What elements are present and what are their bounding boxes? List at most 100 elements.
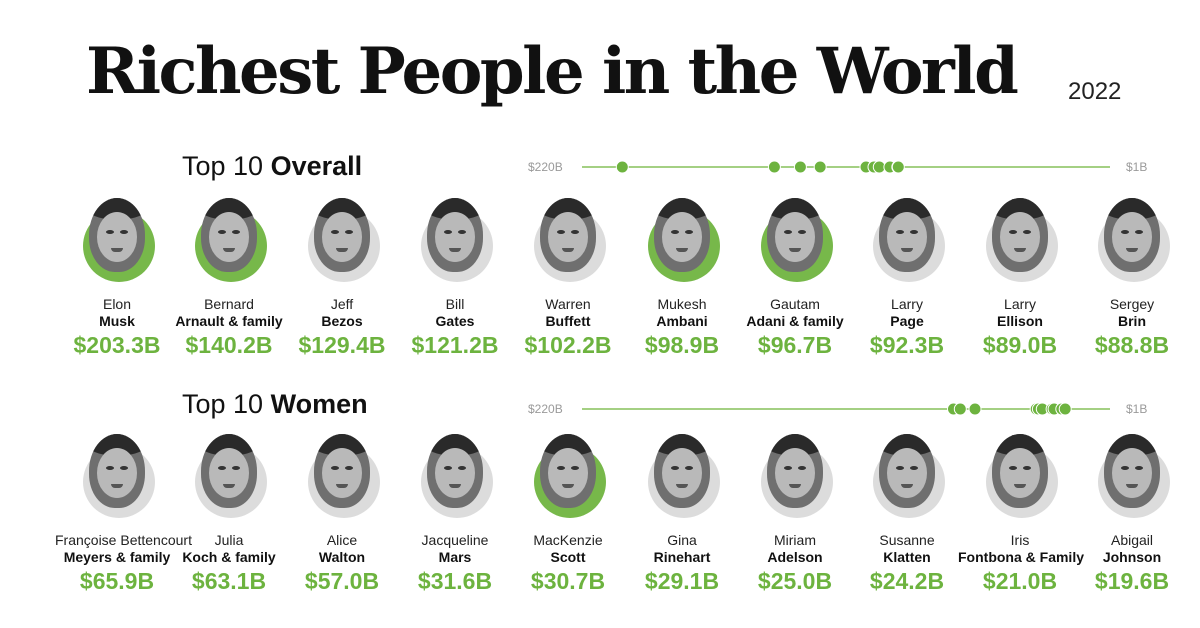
portrait (867, 434, 947, 526)
portrait (980, 198, 1060, 290)
person-photo (201, 198, 257, 272)
scale-dot (813, 160, 827, 174)
person-photo (89, 434, 145, 508)
portrait (528, 198, 608, 290)
net-worth-label: $24.2B (869, 568, 945, 594)
scale-max-label: $220B (528, 160, 563, 174)
last-name: Bezos (321, 313, 363, 329)
person-photo (314, 434, 370, 508)
portrait (302, 434, 382, 526)
person-photo (201, 434, 257, 508)
portrait (415, 198, 495, 290)
portrait (189, 434, 269, 526)
last-name: Buffett (545, 313, 591, 329)
person-photo (767, 434, 823, 508)
first-name: Larry (891, 296, 923, 312)
net-worth-label: $57.0B (304, 568, 380, 594)
portrait (77, 198, 157, 290)
person-card: Larry Ellison $89.0B (958, 192, 1082, 392)
last-name: Adani & family (746, 313, 844, 329)
header: Richest People in the World 2022 (0, 30, 1200, 120)
scale-min-label: $1B (1126, 402, 1147, 416)
net-worth-label: $140.2B (185, 332, 273, 358)
first-name: MacKenzie (533, 532, 603, 548)
scale-dot (767, 160, 781, 174)
net-worth-label: $21.0B (982, 568, 1058, 594)
net-worth-label: $129.4B (298, 332, 386, 358)
last-name: Mars (438, 549, 472, 565)
person-card: Françoise Bettencourt Meyers & family $65.… (55, 428, 192, 628)
person-card: Alice Walton $57.0B (280, 428, 404, 628)
net-worth-label: $89.0B (982, 332, 1058, 358)
last-name: Fontbona & Family (958, 549, 1084, 565)
portrait (755, 198, 835, 290)
first-name: Susanne (879, 532, 935, 548)
first-name: Bill (445, 296, 465, 312)
first-name: Françoise Bettencourt (55, 532, 192, 548)
person-card: Gautam Adani & family $96.7B (733, 192, 857, 392)
portrait (642, 198, 722, 290)
person-card: Bernard Arnault & family $140.2B (167, 192, 291, 392)
last-name: Adelson (767, 549, 823, 565)
page-title: Richest People in the World (86, 34, 1019, 109)
first-name: Jeff (330, 296, 354, 312)
scale-dot (891, 160, 905, 174)
person-photo (879, 434, 935, 508)
person-card: Susanne Klatten $24.2B (845, 428, 969, 628)
row-overall: Elon Musk $203.3B Bernard Arnault & family $1… (0, 192, 1200, 392)
person-photo (992, 434, 1048, 508)
last-name: Musk (99, 313, 135, 329)
person-card: Julia Koch & family $63.1B (167, 428, 291, 628)
scale-min-label: $1B (1126, 160, 1147, 174)
year-label: 2022 (1068, 78, 1122, 105)
net-worth-label: $30.7B (530, 568, 606, 594)
last-name: Meyers & family (63, 549, 171, 565)
person-photo (540, 434, 596, 508)
net-worth-label: $102.2B (524, 332, 612, 358)
heading-prefix: Top 10 (182, 389, 271, 419)
person-photo (89, 198, 145, 272)
portrait (77, 434, 157, 526)
net-worth-label: $19.6B (1094, 568, 1170, 594)
person-photo (427, 434, 483, 508)
person-card: Warren Buffett $102.2B (506, 192, 630, 392)
portrait (1092, 198, 1172, 290)
net-worth-label: $96.7B (757, 332, 833, 358)
net-worth-label: $92.3B (869, 332, 945, 358)
portrait (189, 198, 269, 290)
person-photo (879, 198, 935, 272)
net-worth-label: $98.9B (644, 332, 720, 358)
first-name: Elon (102, 296, 132, 312)
last-name: Johnson (1102, 549, 1162, 565)
last-name: Page (890, 313, 924, 329)
scale-dot (1058, 402, 1072, 416)
first-name: Miriam (774, 532, 816, 548)
scale-dot (953, 402, 967, 416)
first-name: Sergey (1109, 296, 1155, 312)
person-photo (1104, 434, 1160, 508)
person-card: Jacqueline Mars $31.6B (393, 428, 517, 628)
portrait (302, 198, 382, 290)
last-name: Brin (1118, 313, 1146, 329)
person-photo (992, 198, 1048, 272)
first-name: Bernard (204, 296, 254, 312)
net-worth-label: $203.3B (73, 332, 161, 358)
net-worth-label: $63.1B (191, 568, 267, 594)
person-photo (1104, 198, 1160, 272)
wealth-scale-overall: $220B $1B (520, 152, 1160, 182)
last-name: Rinehart (653, 549, 711, 565)
person-card: Bill Gates $121.2B (393, 192, 517, 392)
row-women: Françoise Bettencourt Meyers & family $65.… (0, 428, 1200, 628)
last-name: Koch & family (182, 549, 276, 565)
heading-bold: Women (270, 389, 368, 419)
last-name: Walton (318, 549, 366, 565)
person-card: MacKenzie Scott $30.7B (506, 428, 630, 628)
person-card: Sergey Brin $88.8B (1070, 192, 1194, 392)
net-worth-label: $25.0B (757, 568, 833, 594)
last-name: Scott (550, 549, 586, 565)
person-card: Abigail Johnson $19.6B (1070, 428, 1194, 628)
person-photo (314, 198, 370, 272)
last-name: Arnault & family (175, 313, 283, 329)
last-name: Ellison (997, 313, 1043, 329)
person-card: Iris Fontbona & Family $21.0B (958, 428, 1084, 628)
